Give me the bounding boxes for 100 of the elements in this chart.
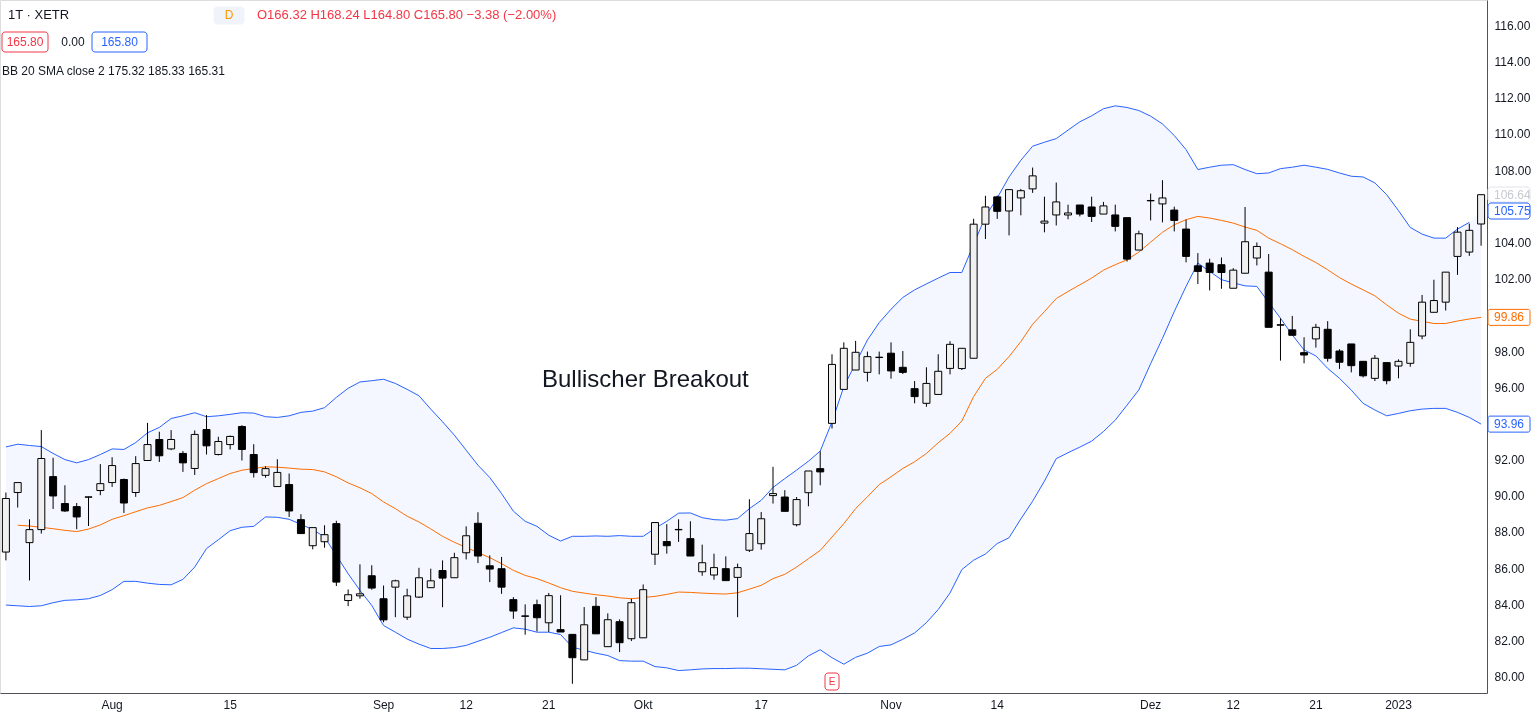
candlestick: [1016, 188, 1025, 216]
candlestick: [202, 414, 211, 456]
x-tick-label: 17: [754, 697, 769, 712]
candlestick: [96, 463, 105, 496]
line-series: [5, 262, 1482, 672]
candlestick: [108, 456, 117, 488]
candlestick: [1087, 196, 1096, 223]
y-tick-label: 102.00: [1494, 272, 1531, 287]
candlestick: [1170, 206, 1179, 232]
candlestick: [1394, 358, 1403, 379]
candlestick: [367, 564, 376, 591]
candlestick: [1158, 179, 1167, 223]
y-tick-label: 90.00: [1494, 489, 1525, 504]
candlestick: [72, 502, 81, 530]
candlestick: [910, 380, 919, 404]
candlestick: [1040, 196, 1049, 233]
candlestick: [178, 450, 187, 473]
x-tick-label: 21: [1309, 697, 1323, 712]
annotation: E: [828, 676, 836, 687]
candlestick: [1005, 189, 1014, 236]
y-tick-label: 92.00: [1494, 453, 1525, 468]
candlestick: [450, 552, 459, 579]
candlestick: [320, 524, 329, 549]
candlestick: [887, 341, 896, 380]
candlestick: [155, 431, 164, 463]
candlestick: [521, 603, 530, 636]
candlestick: [119, 478, 128, 514]
candlestick: [84, 496, 93, 527]
y-tick-label: 108.00: [1494, 163, 1531, 178]
candlestick: [379, 585, 388, 623]
candlestick: [745, 498, 754, 553]
candlestick: [1406, 328, 1415, 368]
annotation: 99.86: [1494, 310, 1525, 325]
candlestick: [1370, 354, 1379, 382]
x-tick-label: 14: [990, 697, 1005, 712]
candlestick: [497, 556, 506, 595]
candlestick: [438, 559, 447, 608]
candlestick: [1252, 241, 1261, 266]
candlestick: [296, 513, 305, 535]
annotation: Bullischer Breakout: [542, 365, 750, 392]
candlestick: [698, 544, 707, 577]
candlestick: [1276, 317, 1285, 362]
candlestick: [25, 518, 34, 581]
candlestick: [1311, 323, 1320, 349]
annotation: 93.96: [1494, 417, 1525, 432]
candlestick: [733, 563, 742, 618]
candlestick: [674, 518, 683, 543]
candlestick: [721, 555, 730, 582]
candlestick: [556, 594, 565, 633]
annotation: D: [224, 8, 234, 22]
candlestick: [1229, 267, 1238, 289]
x-tick-label: 12: [1226, 697, 1241, 712]
candlestick: [922, 366, 931, 408]
candlestick: [615, 618, 624, 653]
x-tick-label: 15: [223, 697, 238, 712]
y-tick-label: 104.00: [1494, 235, 1531, 250]
candlestick: [1429, 279, 1438, 313]
x-tick-label: Nov: [880, 697, 902, 712]
candlestick: [1205, 258, 1214, 291]
candlestick: [1382, 362, 1391, 385]
y-tick-label: 88.00: [1494, 525, 1525, 540]
candlestick: [1288, 315, 1297, 336]
candlestick: [1193, 252, 1202, 285]
candlestick: [934, 353, 943, 395]
candlestick: [308, 527, 317, 550]
candlestick: [49, 457, 58, 510]
y-tick-label: 112.00: [1494, 91, 1531, 106]
candlestick: [426, 568, 435, 589]
candlestick: [710, 553, 718, 581]
candlestick: [237, 424, 246, 461]
y-tick-label: 110.00: [1494, 127, 1531, 142]
candlestick: [13, 482, 22, 509]
candlestick: [391, 579, 400, 618]
candlestick: [898, 350, 907, 375]
candlestick: [509, 596, 518, 620]
y-tick-label: 114.00: [1494, 55, 1531, 70]
candlestick: [344, 589, 353, 607]
candlestick: [1465, 223, 1474, 257]
candlestick: [568, 633, 577, 685]
candlestick: [1335, 348, 1344, 370]
annotation: BB 20 SMA close 2 175.32 185.33 165.31: [2, 64, 226, 78]
y-tick-label: 84.00: [1494, 597, 1525, 612]
y-tick-label: 86.00: [1494, 561, 1525, 576]
y-tick-label: 80.00: [1494, 670, 1525, 685]
x-tick-label: Aug: [101, 697, 123, 712]
candlestick: [403, 588, 412, 621]
candlestick: [686, 520, 695, 557]
candlestick: [532, 599, 541, 632]
text: 105.75: [1494, 204, 1531, 218]
candlestick: [851, 340, 860, 371]
candlestick: [1300, 336, 1309, 364]
candlestick: [769, 466, 777, 505]
x-tick-label: 12: [459, 697, 474, 712]
candlestick: [1028, 167, 1037, 194]
candlestick: [957, 347, 966, 371]
text: 1T · XETR: [8, 7, 70, 22]
annotation: 165.80: [101, 35, 139, 49]
candlestick: [143, 422, 152, 461]
annotation: O166.32 H168.24 L164.80 C165.80 −3.38 (−2.00%): [257, 7, 557, 22]
line-series: [5, 105, 1470, 542]
